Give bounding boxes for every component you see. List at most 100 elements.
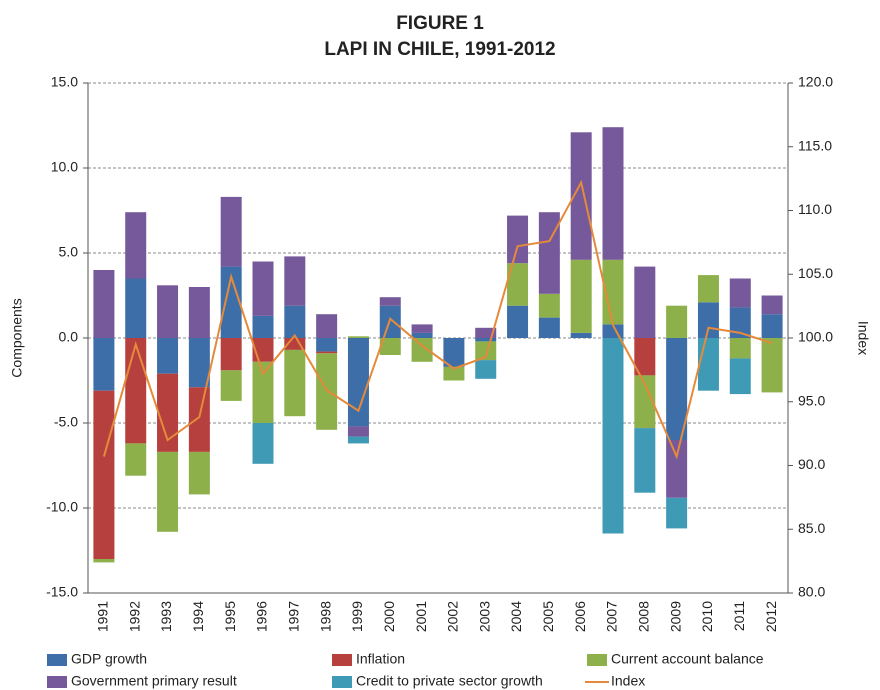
bar xyxy=(475,338,497,342)
y2-tick-label: 105.0 xyxy=(798,265,833,281)
y-tick-label: -5.0 xyxy=(54,414,78,430)
bar xyxy=(379,297,401,306)
legend-label: Current account balance xyxy=(611,651,764,667)
y2-tick-label: 120.0 xyxy=(798,74,833,90)
bar xyxy=(157,451,179,532)
bar xyxy=(666,305,688,338)
bar xyxy=(697,302,719,338)
bar xyxy=(220,196,242,267)
y-axis-label: Components xyxy=(9,298,25,377)
x-tick-label: 2006 xyxy=(572,601,588,632)
bar xyxy=(602,259,624,325)
y2-tick-label: 115.0 xyxy=(798,137,832,153)
bar xyxy=(475,360,497,379)
bar xyxy=(252,423,274,464)
bar xyxy=(507,263,529,306)
bar xyxy=(475,341,497,361)
bar xyxy=(666,440,688,498)
bar xyxy=(220,266,242,338)
y-tick-label: 15.0 xyxy=(51,74,78,90)
bar xyxy=(284,338,306,350)
x-tick-label: 2004 xyxy=(508,601,524,632)
bar xyxy=(443,338,465,367)
bar xyxy=(252,261,274,316)
y2-tick-label: 110.0 xyxy=(798,201,832,217)
chart-title: FIGURE 1 xyxy=(396,13,484,34)
bar xyxy=(634,266,656,338)
chart-subtitle: LAPI IN CHILE, 1991-2012 xyxy=(324,39,555,60)
bar xyxy=(157,373,179,452)
bar xyxy=(538,212,560,294)
bar xyxy=(411,324,433,333)
bar xyxy=(666,338,688,440)
x-tick-label: 2001 xyxy=(413,601,429,632)
bar xyxy=(157,338,179,374)
bar xyxy=(761,295,783,315)
bar xyxy=(475,327,497,338)
bar xyxy=(443,366,465,381)
legend-label: Credit to private sector growth xyxy=(356,673,543,689)
bar xyxy=(729,278,751,308)
bar xyxy=(507,305,529,338)
x-tick-label: 2008 xyxy=(636,601,652,632)
x-tick-label: 2005 xyxy=(540,601,556,632)
bar xyxy=(347,436,369,444)
y2-tick-label: 90.0 xyxy=(798,456,825,472)
x-tick-label: 1993 xyxy=(158,601,174,632)
bar xyxy=(252,315,274,338)
y-tick-label: 0.0 xyxy=(59,329,79,345)
bar xyxy=(188,338,210,388)
bar xyxy=(93,559,115,563)
bar xyxy=(125,278,147,338)
bar xyxy=(284,256,306,306)
bar xyxy=(93,390,115,559)
bar xyxy=(538,293,560,318)
bar xyxy=(157,285,179,338)
x-tick-label: 1991 xyxy=(95,601,111,632)
y2-tick-label: 95.0 xyxy=(798,392,825,408)
bar xyxy=(602,127,624,260)
bar xyxy=(188,287,210,338)
bar xyxy=(125,443,147,476)
bar xyxy=(729,338,751,359)
bar xyxy=(761,314,783,338)
y-tick-label: -15.0 xyxy=(46,584,78,600)
bar xyxy=(347,426,369,437)
legend-label: Index xyxy=(611,673,645,689)
legend-swatch xyxy=(332,654,352,666)
y-tick-label: 5.0 xyxy=(59,244,79,260)
bar xyxy=(93,270,115,338)
x-tick-label: 2012 xyxy=(763,601,779,632)
bar xyxy=(411,332,433,338)
bar xyxy=(188,387,210,452)
bar xyxy=(761,338,783,393)
bar xyxy=(729,307,751,338)
y-tick-label: 10.0 xyxy=(51,159,78,175)
legend-swatch xyxy=(47,676,67,688)
bar xyxy=(220,370,242,401)
bar xyxy=(316,314,338,338)
bar xyxy=(697,338,719,391)
bar xyxy=(634,375,656,429)
x-tick-label: 1995 xyxy=(222,601,238,632)
x-tick-label: 1996 xyxy=(254,601,270,632)
x-tick-label: 1998 xyxy=(317,601,333,632)
x-tick-label: 1999 xyxy=(349,601,365,632)
x-tick-label: 1997 xyxy=(286,601,302,632)
x-tick-label: 1992 xyxy=(126,601,142,632)
bar xyxy=(316,353,338,430)
bar xyxy=(411,338,433,362)
bar xyxy=(125,212,147,279)
bar xyxy=(316,338,338,352)
bar xyxy=(284,305,306,338)
bar xyxy=(252,361,274,423)
legend-swatch xyxy=(587,654,607,666)
y2-tick-label: 85.0 xyxy=(798,520,825,536)
legend-swatch xyxy=(47,654,67,666)
x-tick-label: 1994 xyxy=(190,601,206,632)
y2-axis-label: Index xyxy=(855,321,871,355)
bar xyxy=(666,497,688,529)
x-tick-label: 2000 xyxy=(381,601,397,632)
